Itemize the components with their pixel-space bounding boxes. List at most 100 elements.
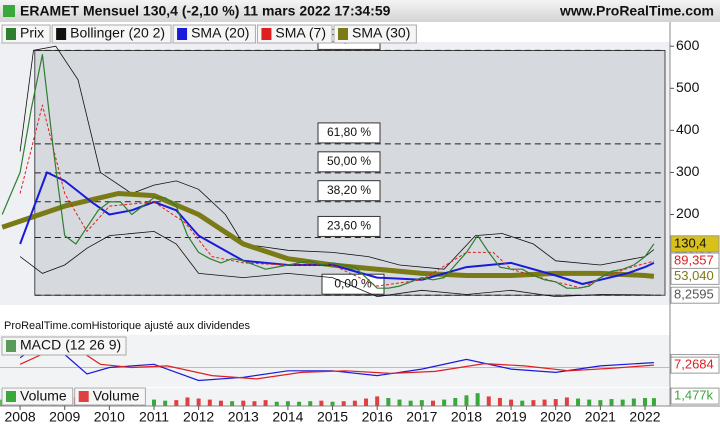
- header-bar: [0, 0, 720, 22]
- x-tick-label: 2021: [585, 409, 616, 425]
- volume-area: [0, 388, 670, 406]
- value-tag: 8,2595: [674, 287, 714, 302]
- volume-bar: [185, 397, 190, 406]
- macd-label: MACD (12 26 9): [20, 337, 121, 353]
- series-line: [1, 54, 655, 289]
- legend-box: [51, 24, 172, 44]
- fib-label: 50,00 %: [327, 154, 371, 168]
- x-tick-label: 2017: [406, 409, 437, 425]
- volume-bar: [564, 397, 569, 406]
- macd-line: [19, 347, 654, 380]
- x-tick-label: 2012: [183, 409, 214, 425]
- y-tick-label: 600: [676, 37, 700, 53]
- note: ProRealTime.comHistorique ajusté aux div…: [4, 320, 250, 332]
- volume-bar: [631, 398, 636, 406]
- x-tick-label: 2016: [362, 409, 393, 425]
- volume-bar: [174, 400, 179, 406]
- volume-bar: [352, 400, 357, 406]
- volume-bar: [218, 400, 223, 406]
- volume-bar: [274, 401, 279, 406]
- legend-swatch: [56, 28, 67, 40]
- volume-bar: [285, 401, 290, 406]
- volume-bar: [196, 398, 201, 406]
- volume-label: Volume: [93, 388, 140, 404]
- legend-label: Bollinger (20 2): [70, 25, 165, 41]
- volume-bar: [319, 400, 324, 406]
- fib-label-box: [317, 122, 381, 144]
- legend-swatch: [6, 28, 16, 40]
- volume-bar: [576, 398, 581, 406]
- legend-item: Prix: [1, 24, 51, 44]
- volume-bar: [308, 401, 313, 406]
- volume-bar: [330, 401, 335, 406]
- legend-item: Bollinger (20 2): [51, 24, 172, 44]
- fib-label: 0,00 %: [334, 276, 372, 290]
- x-tick-label: 2011: [139, 409, 169, 425]
- x-tick-label: 2022: [629, 409, 660, 425]
- value-tag-box: [670, 356, 720, 374]
- y-tick-label: 300: [676, 163, 700, 179]
- header-title: ERAMET Mensuel 130,4 (-2,10 %) 11 mars 2…: [20, 3, 391, 19]
- volume-bar: [151, 399, 156, 406]
- fib-label: 23,60 %: [327, 219, 371, 233]
- volume-bar: [620, 399, 625, 406]
- legend-swatch: [6, 391, 16, 402]
- volume-bar: [397, 399, 402, 406]
- volume-bar: [531, 400, 536, 406]
- value-tag: 89,357: [674, 253, 714, 268]
- volume-bar: [553, 399, 558, 406]
- macd-label-box: [1, 336, 127, 356]
- legend-swatch: [338, 28, 348, 40]
- x-tick-label: 2008: [5, 409, 36, 425]
- volume-bar: [542, 399, 547, 406]
- bollinger-band: [19, 45, 655, 270]
- volume-bar: [520, 400, 525, 406]
- volume-bar: [241, 400, 246, 406]
- legend-item: SMA (30): [333, 24, 417, 44]
- legend-box: [74, 387, 146, 406]
- volume-bar: [643, 398, 648, 406]
- legend-box: [256, 24, 333, 44]
- legend-box: [333, 24, 417, 44]
- y-tick-label: 400: [676, 121, 700, 137]
- legend-label: SMA (7): [275, 25, 326, 41]
- x-tick-label: 2009: [49, 409, 80, 425]
- fib-label-box: [317, 180, 381, 202]
- x-tick-label: 2015: [317, 409, 348, 425]
- value-tag-box: [670, 387, 720, 405]
- legend-label: Prix: [20, 25, 44, 41]
- volume-bar: [386, 398, 391, 406]
- x-tick-label: 2010: [94, 409, 125, 425]
- x-tick-label: 2013: [228, 409, 259, 425]
- macd-line: [19, 337, 654, 382]
- volume-bar: [651, 398, 656, 406]
- legend-item: SMA (7): [256, 24, 333, 44]
- y-tick-label: 200: [676, 205, 700, 221]
- x-tick-label: 2018: [451, 409, 482, 425]
- volume-bar: [263, 400, 268, 406]
- volume-bar: [442, 399, 447, 406]
- volume-bar: [419, 400, 424, 406]
- volume-bar: [297, 401, 302, 406]
- legend-swatch: [177, 28, 188, 40]
- volume-bar: [364, 398, 369, 406]
- legend-item: SMA (20): [172, 24, 256, 44]
- value-tag: 1,477k: [674, 388, 714, 403]
- legend-swatch: [78, 391, 89, 402]
- value-tag-box: [670, 286, 720, 304]
- legend-swatch: [6, 340, 16, 352]
- volume-bar: [252, 401, 257, 406]
- volume-bar: [230, 401, 235, 406]
- volume-bar: [587, 399, 592, 406]
- legend-swatch: [261, 28, 272, 40]
- value-tag: 130,4: [674, 235, 707, 250]
- volume-bar: [486, 396, 491, 406]
- fib-label-box: [317, 215, 381, 237]
- volume-bar: [464, 395, 469, 406]
- value-tag-box: [670, 235, 720, 253]
- volume-bar: [598, 400, 603, 406]
- legend-label: SMA (30): [352, 25, 410, 41]
- volume-bar: [207, 399, 212, 406]
- value-tag-box: [670, 267, 720, 285]
